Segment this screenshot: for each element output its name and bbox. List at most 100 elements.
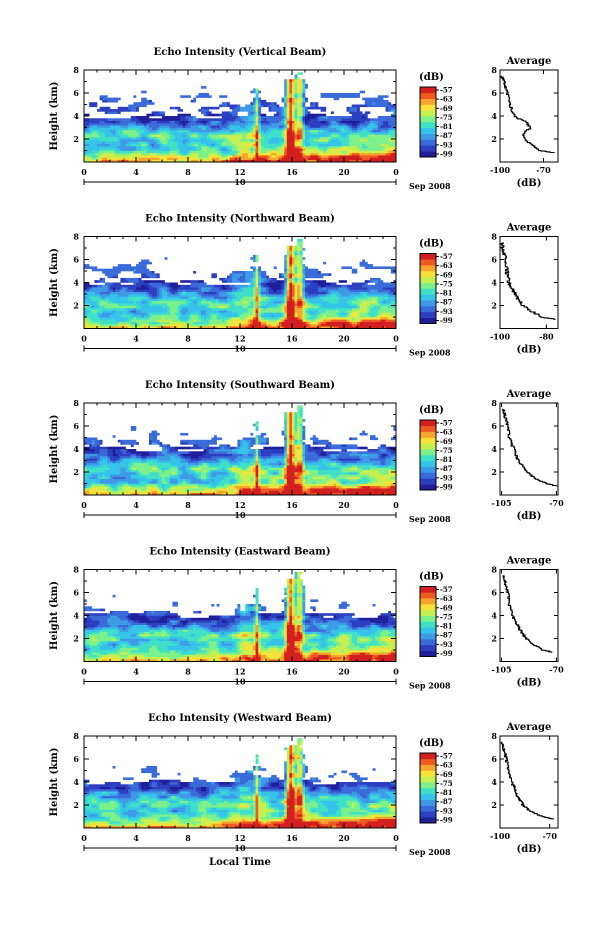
y-tick-label: 6: [73, 255, 79, 265]
x-tick-label: 20: [338, 500, 350, 510]
colorbar-tick-label: -93: [440, 640, 453, 649]
colorbar-tick-label: -87: [440, 298, 453, 307]
colorbar-tick-label: -69: [440, 437, 453, 446]
date-label: Sep 2008: [409, 181, 451, 191]
avg-x-label: (dB): [517, 511, 542, 522]
x-tick-label: 0: [393, 667, 399, 677]
x-tick-label: 12: [234, 167, 245, 177]
avg-y-tick-label: 8: [491, 65, 497, 75]
avg-y-tick-label: 2: [491, 634, 497, 644]
colorbar-swatch: [420, 105, 436, 111]
colorbar-swatch: [420, 616, 436, 622]
x-tick-label: 0: [81, 500, 87, 510]
colorbar-swatch: [420, 254, 436, 260]
y-tick-label: 6: [73, 588, 79, 598]
colorbar-swatch: [420, 312, 436, 318]
x-tick-label: 0: [393, 334, 399, 344]
colorbar-swatch: [420, 134, 436, 140]
colorbar-swatch: [420, 306, 436, 312]
panel-title: Echo Intensity (Eastward Beam): [149, 547, 330, 558]
y-axis-label: Height (km): [49, 248, 60, 317]
colorbar-swatch: [420, 782, 436, 788]
colorbar-unit: (dB): [419, 72, 444, 83]
colorbar-swatch: [420, 592, 436, 598]
avg-x-tick-label: -100: [490, 165, 510, 175]
colorbar-swatch: [420, 598, 436, 604]
colorbar-swatch: [420, 461, 436, 467]
avg-x-label: (dB): [517, 345, 542, 356]
colorbar-swatch: [420, 277, 436, 283]
avg-x-label: (dB): [517, 178, 542, 189]
y-tick-label: 6: [73, 421, 79, 431]
avg-y-tick-label: 8: [491, 565, 497, 575]
heatmap: [84, 572, 396, 662]
y-tick-label: 8: [73, 65, 79, 75]
colorbar-tick-label: -93: [440, 473, 453, 482]
colorbar-swatch: [420, 467, 436, 473]
y-tick-label: 2: [73, 134, 79, 144]
y-tick-label: 2: [73, 467, 79, 477]
avg-x-tick-label: -80: [539, 332, 554, 342]
colorbar-tick-label: -93: [440, 307, 453, 316]
x-tick-label: 12: [234, 500, 245, 510]
colorbar-unit: (dB): [419, 738, 444, 749]
date-label: Sep 2008: [409, 348, 451, 358]
colorbar-swatch: [420, 455, 436, 461]
avg-x-tick-label: -100: [490, 332, 510, 342]
colorbar-swatch: [420, 811, 436, 817]
colorbar-tick-label: -63: [440, 761, 453, 770]
colorbar-swatch: [420, 426, 436, 432]
x-tick-label: 16: [286, 334, 298, 344]
avg-y-tick-label: 2: [491, 467, 497, 477]
colorbar-tick-label: -63: [440, 594, 453, 603]
colorbar-tick-label: -81: [440, 455, 453, 464]
x-tick-label: 20: [338, 334, 350, 344]
date-label: Sep 2008: [409, 847, 451, 857]
colorbar-swatch: [420, 122, 436, 128]
colorbar-swatch: [420, 478, 436, 484]
x-tick-label: 0: [81, 833, 87, 843]
avg-y-tick-label: 4: [491, 611, 497, 621]
x-tick-label: 8: [185, 500, 191, 510]
colorbar-tick-label: -81: [440, 122, 453, 131]
colorbar-swatch: [420, 771, 436, 777]
x-tick-label: 12: [234, 334, 245, 344]
colorbar-swatch: [420, 587, 436, 593]
colorbar-swatch: [420, 610, 436, 616]
x-tick-label: 8: [185, 833, 191, 843]
colorbar-swatch: [420, 294, 436, 300]
colorbar-swatch: [420, 627, 436, 633]
colorbar-tick-label: -99: [440, 483, 453, 492]
colorbar-tick-label: -81: [440, 289, 453, 298]
y-axis-label: Height (km): [49, 82, 60, 151]
colorbar-tick-label: -75: [440, 446, 453, 455]
colorbar-tick-label: -69: [440, 770, 453, 779]
panel-title: Echo Intensity (Westward Beam): [148, 713, 332, 724]
avg-x-tick-label: -105: [492, 665, 512, 675]
avg-frame: [500, 403, 558, 495]
y-tick-label: 8: [73, 565, 79, 575]
heatmap: [84, 239, 396, 329]
y-tick-label: 4: [73, 444, 79, 454]
colorbar-swatch: [420, 300, 436, 306]
avg-y-tick-label: 2: [491, 301, 497, 311]
avg-y-tick-label: 4: [491, 777, 497, 787]
colorbar-swatch: [420, 651, 436, 657]
avg-x-tick-label: -70: [549, 665, 564, 675]
avg-title: Average: [506, 556, 552, 567]
colorbar-tick-label: -93: [440, 806, 453, 815]
x-tick-label: 4: [133, 500, 139, 510]
colorbar-swatch: [420, 443, 436, 449]
avg-profile-line: [501, 742, 554, 819]
colorbar-tick-label: -87: [440, 631, 453, 640]
colorbar-tick-label: -99: [440, 150, 453, 159]
colorbar-swatch: [420, 633, 436, 639]
y-tick-label: 2: [73, 634, 79, 644]
y-tick-label: 4: [73, 111, 79, 121]
colorbar-swatch: [420, 449, 436, 455]
avg-y-tick-label: 4: [491, 278, 497, 288]
y-tick-label: 8: [73, 731, 79, 741]
colorbar-tick-label: -99: [440, 649, 453, 658]
avg-frame: [500, 736, 558, 828]
x-tick-label: 8: [185, 167, 191, 177]
